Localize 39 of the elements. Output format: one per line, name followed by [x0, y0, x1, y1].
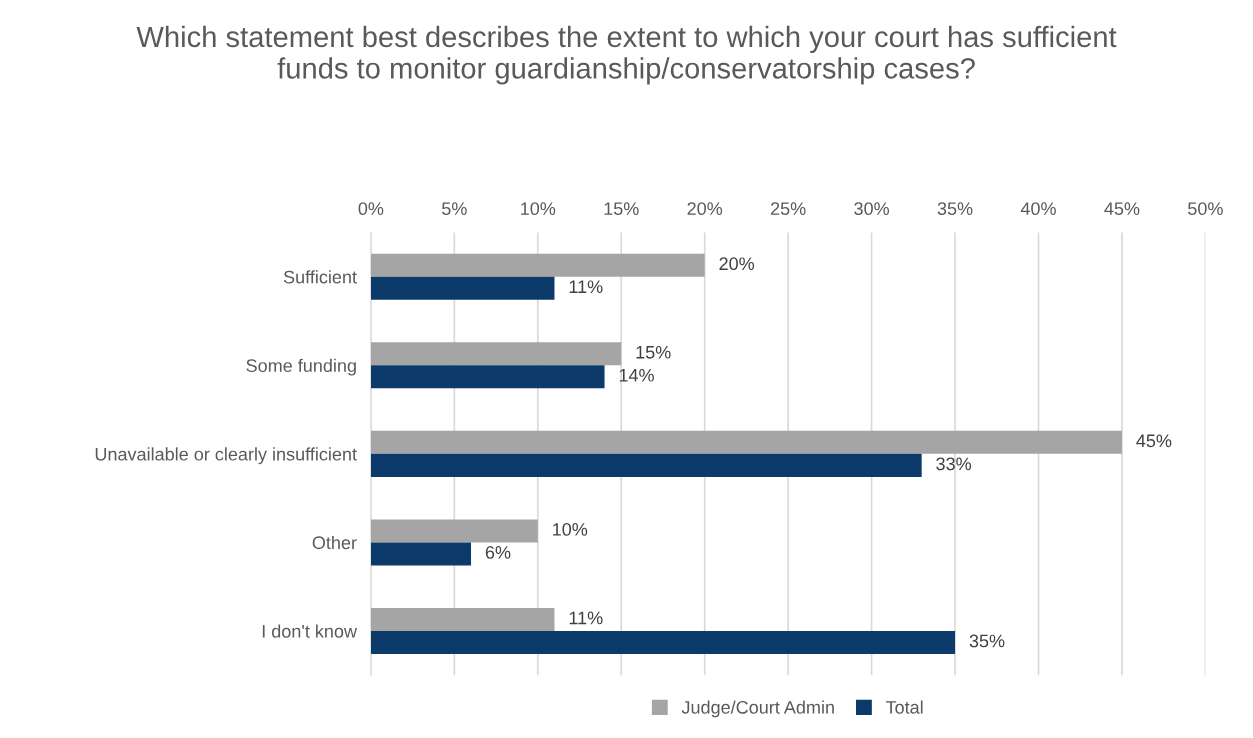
x-tick-label: 15%: [604, 202, 639, 216]
data-label: 11%: [569, 611, 603, 625]
data-label: 10%: [553, 522, 588, 536]
bar: [370, 430, 1122, 454]
bar: [370, 453, 922, 477]
bar: [370, 342, 622, 366]
data-label: 6%: [485, 546, 511, 559]
y-tick-label: Unavailable or clearly insufficient: [95, 447, 357, 465]
legend-label: Judge/Court Admin: [681, 700, 834, 718]
bar: [370, 276, 555, 300]
x-tick-label: 25%: [770, 202, 806, 216]
y-tick-label: Other: [312, 535, 357, 550]
x-tick-label: 5%: [442, 202, 467, 216]
x-tick-label: 40%: [1020, 202, 1056, 216]
bar: [370, 365, 605, 389]
data-label: 11%: [569, 280, 603, 294]
x-tick-label: 50%: [1188, 202, 1223, 216]
y-tick-label: Sufficient: [283, 270, 357, 284]
bar: [370, 253, 705, 277]
data-label: 20%: [719, 257, 755, 271]
data-label: 45%: [1136, 434, 1172, 448]
y-tick-label: Some funding: [246, 358, 356, 376]
bar: [370, 630, 956, 655]
data-label: 35%: [969, 634, 1005, 648]
x-tick-label: 0%: [358, 202, 384, 216]
x-tick-label: 45%: [1104, 202, 1140, 216]
data-label: 15%: [636, 345, 671, 359]
bar: [370, 542, 472, 566]
x-tick-label: 20%: [687, 202, 723, 216]
y-tick-label: I don't know: [262, 624, 358, 638]
x-tick-label: 10%: [521, 202, 556, 216]
data-label: 14%: [619, 368, 654, 382]
bar: [370, 519, 538, 543]
x-tick-label: 35%: [937, 202, 973, 216]
legend-label: Total: [885, 700, 923, 714]
x-tick-label: 30%: [854, 202, 890, 216]
data-label: 33%: [936, 457, 972, 471]
chart-title: Which statement best describes the extent to which your court has sufficient funds to monitor guardianship/conservatorship cases?: [136, 25, 1117, 85]
bar: [370, 607, 555, 631]
